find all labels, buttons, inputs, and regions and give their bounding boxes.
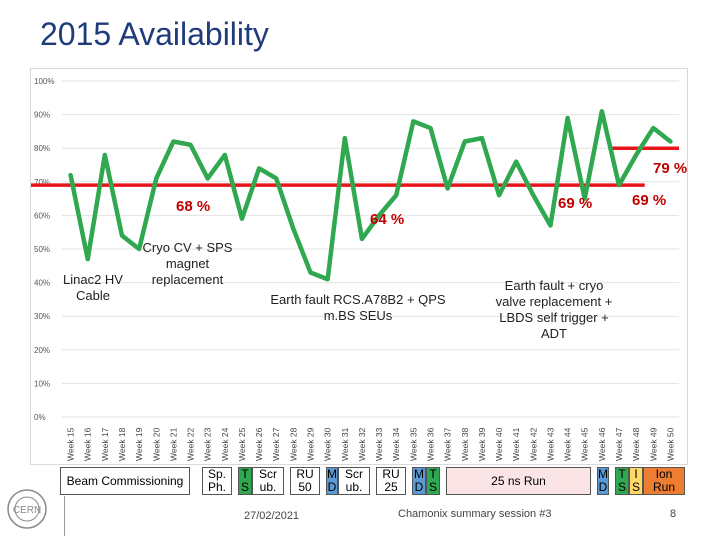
schedule-cell: M D (326, 467, 338, 495)
schedule-cell: Sp. Ph. (202, 467, 232, 495)
x-tick-label: Week 37 (443, 427, 453, 461)
schedule-cell: Beam Commissioning (60, 467, 190, 495)
x-tick-label: Week 16 (83, 427, 93, 461)
y-tick-label: 100% (34, 77, 54, 86)
x-tick-label: Week 34 (391, 427, 401, 461)
x-tick-label: Week 28 (288, 427, 298, 461)
annotation-earth-fault-cryo: Earth fault + cryo valve replacement + L… (495, 278, 613, 341)
x-tick-label: Week 46 (597, 427, 607, 461)
x-tick-label: Week 50 (665, 427, 675, 461)
period-label-68: 68 % (176, 198, 211, 215)
availability-chart: 0% 10% 20% 30% 40% 50% 60% 70% 80% 90% 100% Week 15… (31, 77, 679, 461)
x-tick-label: Week 18 (117, 427, 127, 461)
schedule-cell: I S (629, 467, 643, 495)
x-tick-label: Week 17 (100, 427, 110, 461)
page-number: 8 (670, 508, 677, 520)
schedule-cell: T S (615, 467, 629, 495)
x-tick-label: Week 48 (631, 427, 641, 461)
x-tick-label: Week 38 (460, 427, 470, 461)
schedule-cell: T S (426, 467, 440, 495)
y-tick-label: 20% (34, 346, 50, 355)
x-tick-label: Week 29 (306, 427, 316, 461)
y-tick-label: 0% (34, 413, 46, 422)
period-label-69b: 69 % (632, 192, 667, 209)
x-tick-label: Week 44 (563, 427, 573, 461)
schedule-cell: M D (412, 467, 426, 495)
annotation-cryo-cv: Cryo CV + SPS magnet replacement (142, 240, 233, 287)
period-label-64: 64 % (370, 211, 405, 228)
y-tick-label: 10% (34, 379, 50, 388)
y-tick-label: 60% (34, 211, 50, 220)
schedule-cell: Scr ub. (338, 467, 370, 495)
x-tick-label: Week 15 (66, 427, 76, 461)
cern-logo-icon: CERN (7, 489, 47, 529)
footer-date: 27/02/2021 (244, 510, 300, 522)
x-tick-label: Week 22 (186, 427, 196, 461)
x-tick-label: Week 43 (545, 427, 555, 461)
x-tick-label: Week 47 (614, 427, 624, 461)
schedule-cell: RU 25 (376, 467, 406, 495)
y-tick-label: 30% (34, 312, 50, 321)
chart-frame: 0% 10% 20% 30% 40% 50% 60% 70% 80% 90% 100% Week 15… (30, 68, 688, 465)
x-tick-label: Week 31 (340, 427, 350, 461)
schedule-cell: M D (597, 467, 609, 495)
y-tick-label: 90% (34, 111, 50, 120)
x-tick-label: Week 32 (357, 427, 367, 461)
x-tick-label: Week 26 (254, 427, 264, 461)
y-tick-label: 70% (34, 178, 50, 187)
period-label-79: 79 % (653, 160, 688, 177)
period-label-69a: 69 % (558, 195, 593, 212)
x-tick-label: Week 49 (648, 427, 658, 461)
x-tick-label: Week 19 (134, 427, 144, 461)
y-tick-label: 50% (34, 245, 50, 254)
x-tick-label: Week 40 (494, 427, 504, 461)
x-tick-label: Week 39 (477, 427, 487, 461)
schedule-cell: T S (238, 467, 252, 495)
y-tick-label: 80% (34, 144, 50, 153)
y-tick-label: 40% (34, 279, 50, 288)
x-tick-label: Week 30 (323, 427, 333, 461)
x-tick-label: Week 41 (511, 427, 521, 461)
schedule-cell: 25 ns Run (446, 467, 591, 495)
annotation-linac2: Linac2 HV Cable (63, 272, 123, 303)
series-line (68, 108, 673, 282)
x-tick-label: Week 25 (237, 427, 247, 461)
x-tick-label: Week 21 (168, 427, 178, 461)
x-tick-label: Week 45 (580, 427, 590, 461)
x-tick-label: Week 23 (203, 427, 213, 461)
x-tick-label: Week 20 (151, 427, 161, 461)
x-tick-label: Week 24 (220, 427, 230, 461)
x-tick-label: Week 42 (528, 427, 538, 461)
x-tick-label: Week 33 (374, 427, 384, 461)
footer-session: Chamonix summary session #3 (398, 508, 552, 520)
schedule-cell: Ion Run (643, 467, 685, 495)
footer-divider (64, 496, 65, 536)
x-tick-label: Week 36 (425, 427, 435, 461)
annotation-earth-fault-rcs: Earth fault RCS.A78B2 + QPS m.BS SEUs (270, 292, 446, 323)
x-tick-label: Week 27 (271, 427, 281, 461)
schedule-cell: RU 50 (290, 467, 320, 495)
slide-title: 2015 Availability (40, 16, 269, 52)
x-tick-label: Week 35 (408, 427, 418, 461)
schedule-cell: Scr ub. (252, 467, 284, 495)
svg-text:CERN: CERN (13, 505, 41, 516)
